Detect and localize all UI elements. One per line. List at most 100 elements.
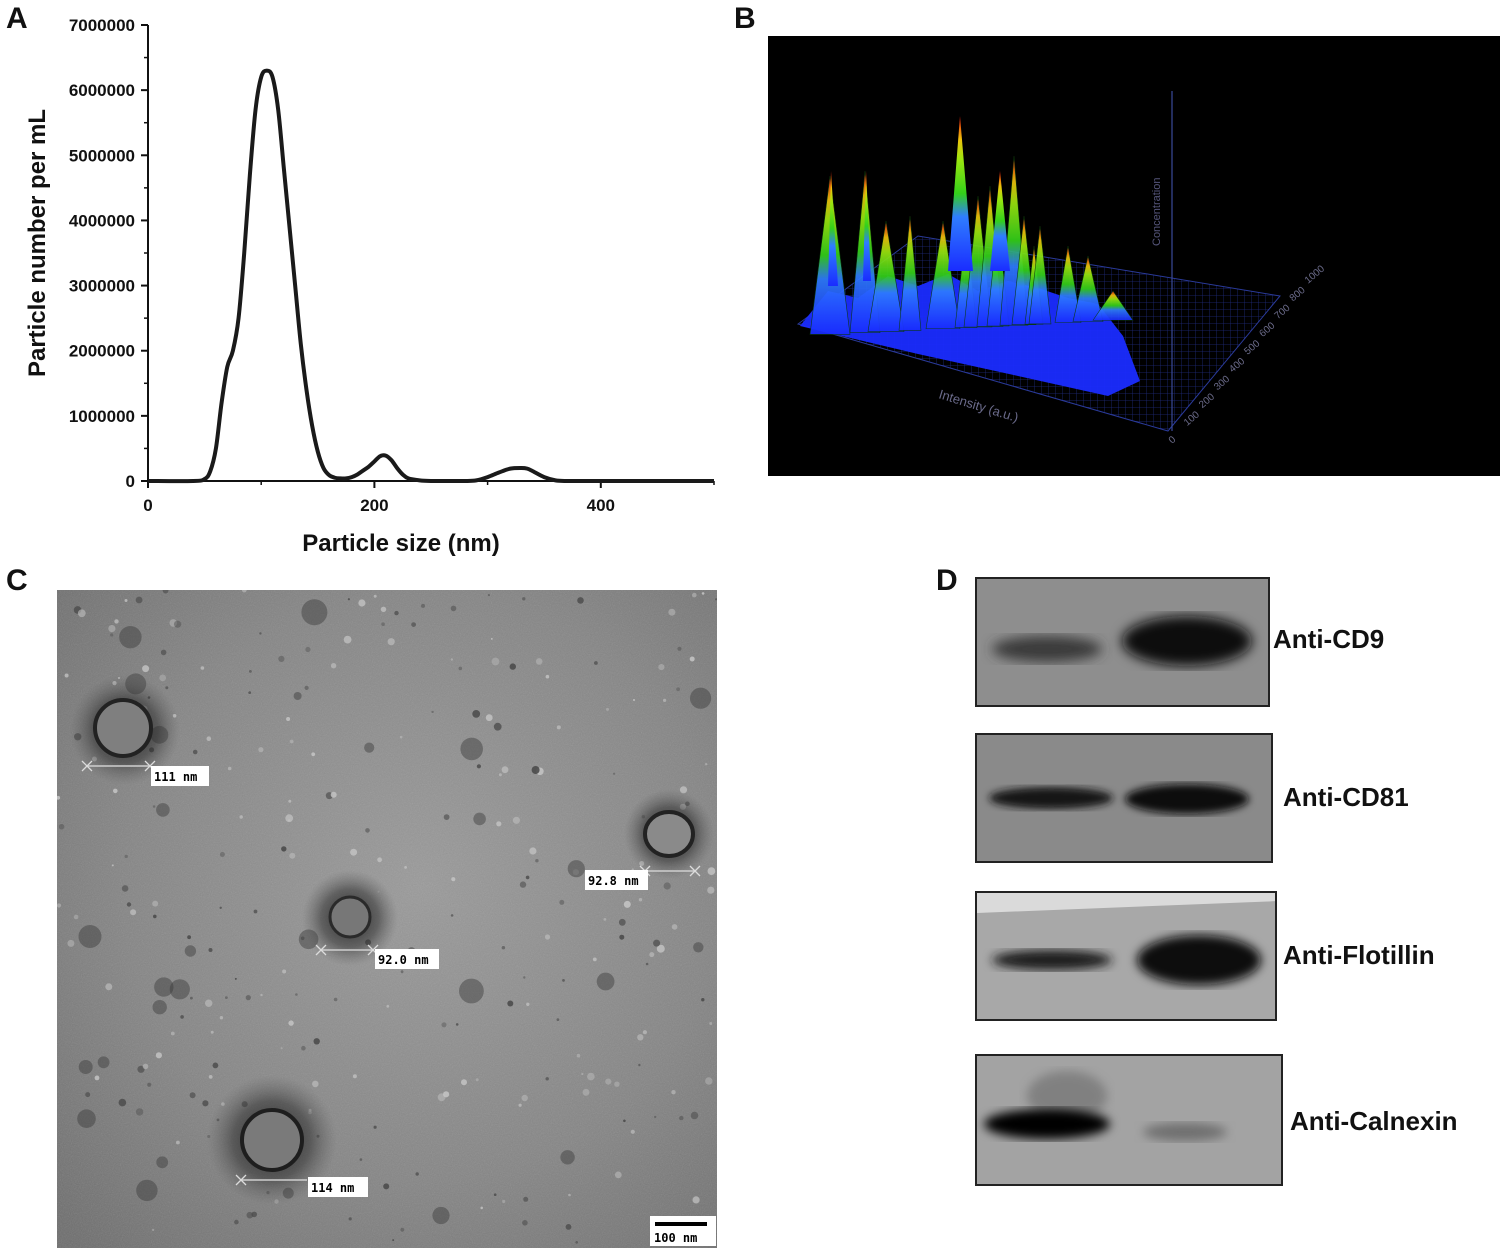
tem-particle xyxy=(365,828,370,833)
tem-particle xyxy=(411,622,416,627)
tem-particle xyxy=(77,609,86,618)
tem-particle xyxy=(153,914,157,919)
tem-particle xyxy=(649,952,655,958)
tem-particle xyxy=(614,1171,622,1179)
surface-peak-max xyxy=(948,116,973,271)
tem-particle xyxy=(176,1140,180,1145)
x-tick-label: 200 xyxy=(360,496,388,515)
tem-particle xyxy=(387,638,395,646)
tem-particle xyxy=(135,596,143,604)
surface-peak xyxy=(1028,225,1052,325)
tem-particle xyxy=(582,1088,590,1096)
surface-peak-spike xyxy=(828,171,838,286)
tem-particle xyxy=(509,663,516,670)
vesicle-2 xyxy=(624,789,714,879)
surface-peak xyxy=(1072,255,1104,322)
tem-particle xyxy=(56,795,61,800)
tem-particle xyxy=(679,1115,684,1121)
chart-svg: 0 1000000 2000000 3000000 4000000 5000000 6000… xyxy=(24,16,715,557)
tem-particle xyxy=(594,661,598,665)
tem-particle xyxy=(692,1196,700,1204)
tem-particle xyxy=(312,1080,319,1088)
tem-aggregate xyxy=(78,925,102,948)
tem-particle xyxy=(352,1074,357,1079)
tem-particle xyxy=(301,1045,306,1051)
measurement-label-111: 111 nm xyxy=(154,770,197,784)
tem-particle xyxy=(383,1183,390,1190)
tem-particle xyxy=(441,1022,447,1028)
tem-particle xyxy=(348,1217,352,1221)
tem-particle xyxy=(518,1103,522,1107)
tem-particle xyxy=(135,1108,144,1116)
size-distribution-line xyxy=(147,68,714,484)
tem-particle xyxy=(676,687,680,692)
tem-particle xyxy=(502,1199,506,1204)
tem-particle xyxy=(705,1077,713,1085)
tem-particle xyxy=(690,1111,699,1120)
tem-particle xyxy=(498,773,502,777)
tem-particle xyxy=(654,1115,657,1119)
tem-particle xyxy=(450,658,453,661)
tem-particle xyxy=(350,848,358,856)
tem-particle xyxy=(137,1065,145,1073)
tem-particle xyxy=(377,857,382,863)
tem-particle xyxy=(253,909,258,914)
tem-particle xyxy=(285,814,294,823)
y-tick-label: 0 xyxy=(126,472,135,491)
depth-tick-label: 0 xyxy=(1167,434,1179,446)
tem-particle xyxy=(190,996,193,1000)
tem-aggregate xyxy=(169,979,190,1000)
tem-particle xyxy=(58,823,65,830)
tem-particle xyxy=(487,594,490,597)
tem-particle xyxy=(343,635,352,644)
tem-aggregate xyxy=(460,737,484,761)
tem-particle xyxy=(67,939,75,947)
tem-particle xyxy=(189,1092,196,1099)
tem-particle xyxy=(219,906,222,909)
tem-particle xyxy=(668,608,676,616)
tem-particle xyxy=(239,815,243,819)
tem-particle xyxy=(56,903,62,908)
tem-aggregate xyxy=(432,1206,450,1225)
tem-particle xyxy=(614,1081,620,1087)
tem-particle xyxy=(642,1030,648,1035)
tem-particle xyxy=(562,979,565,982)
tem-particle xyxy=(677,646,682,651)
tem-particle xyxy=(451,877,456,882)
label-anti-cd9: Anti-CD9 xyxy=(1273,624,1385,654)
tem-particle xyxy=(288,799,292,803)
tem-aggregate xyxy=(693,942,704,953)
tem-particle xyxy=(187,935,192,940)
tem-particle xyxy=(155,1052,162,1059)
measurement-label-92-0: 92.0 nm xyxy=(378,953,429,967)
tem-image: 111 nm 92.8 nm 92.0 nm 114 nm 100 nm xyxy=(56,587,718,1248)
tem-aggregate xyxy=(136,1179,158,1202)
tem-particle xyxy=(523,976,526,979)
surface-peak xyxy=(1054,245,1082,323)
tem-particle xyxy=(151,1228,155,1232)
tem-particle xyxy=(663,882,671,890)
tem-particle xyxy=(529,847,537,855)
blot-flotillin-bands xyxy=(977,893,1275,985)
tem-aggregate xyxy=(152,1000,167,1015)
x-axis-label: Particle size (nm) xyxy=(302,530,499,557)
tem-particle xyxy=(246,1211,254,1219)
tem-particle xyxy=(373,594,377,598)
blot-flotillin xyxy=(975,891,1277,1021)
tem-particle xyxy=(286,717,291,721)
tem-particle xyxy=(281,846,287,852)
tem-particle xyxy=(618,918,626,926)
tem-particle xyxy=(295,993,298,996)
tem-particle xyxy=(380,606,387,612)
tem-particle xyxy=(421,603,425,608)
tem-particle xyxy=(200,666,205,670)
tem-particle xyxy=(475,1078,479,1082)
tem-aggregate xyxy=(364,742,375,753)
tem-particle xyxy=(288,1020,294,1026)
tem-particle xyxy=(663,698,667,702)
measurement-label-92-8: 92.8 nm xyxy=(588,874,639,888)
y-axis-label: Particle number per mL xyxy=(24,109,51,377)
tem-particle xyxy=(522,597,526,601)
tem-particle xyxy=(512,816,520,824)
tem-particle xyxy=(633,699,635,701)
